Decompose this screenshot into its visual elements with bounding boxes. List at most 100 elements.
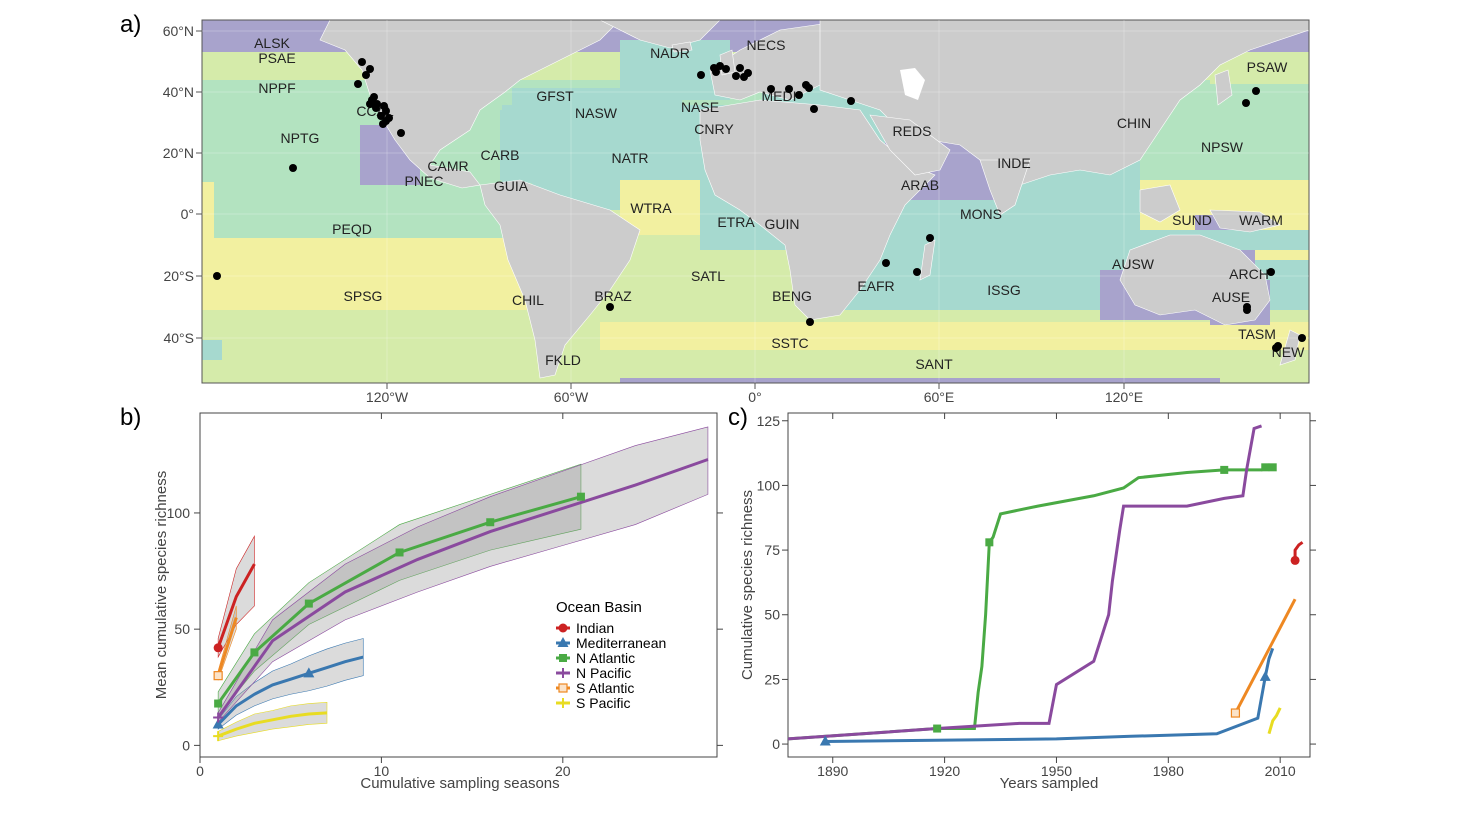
x-tick-label: 10 bbox=[374, 763, 390, 779]
lat-tick-label: 20°S bbox=[163, 268, 194, 284]
ribbon-s-pacific bbox=[217, 702, 328, 742]
lon-tick-label: 0° bbox=[748, 389, 761, 405]
map-graticule bbox=[202, 20, 1309, 383]
panel-b-label: b) bbox=[120, 404, 141, 431]
region-label-peqd: PEQD bbox=[332, 221, 372, 237]
marker-n-atlantic bbox=[486, 518, 495, 527]
sample-site-point bbox=[716, 62, 724, 70]
region-label-nasw: NASW bbox=[575, 105, 618, 121]
region-label-wtra: WTRA bbox=[630, 200, 672, 216]
zone-sstc bbox=[600, 322, 1309, 350]
marker-n-atlantic bbox=[395, 548, 404, 557]
region-label-beng: BENG bbox=[772, 288, 812, 304]
y-tick-label: 100 bbox=[757, 477, 781, 493]
y-tick-label: 75 bbox=[764, 542, 780, 558]
panel-c-series-lines bbox=[787, 424, 1304, 743]
arabia-landmass bbox=[869, 114, 951, 176]
africa-landmass bbox=[699, 99, 936, 321]
x-tick-label: 1980 bbox=[1153, 763, 1184, 779]
panel-c-axis-ticks: 1890 1920 1950 1980 2010 0 25 50 75 100 125 bbox=[757, 413, 1316, 779]
region-label-sund: SUND bbox=[1172, 212, 1212, 228]
south-america-landmass bbox=[479, 179, 641, 379]
marker-n-atlantic bbox=[304, 599, 313, 608]
sample-site-point bbox=[744, 69, 752, 77]
sample-site-point bbox=[382, 107, 390, 115]
legend-entry-label: S Pacific bbox=[576, 695, 630, 711]
region-label-nadr: NADR bbox=[650, 45, 690, 61]
sample-site-point bbox=[736, 64, 744, 72]
line-mediterranean bbox=[217, 655, 364, 726]
panel-b-axis-ticks: 0 10 20 0 50 100 bbox=[167, 413, 723, 779]
australia-landmass bbox=[1119, 234, 1271, 326]
borneo-landmass bbox=[1139, 184, 1181, 223]
region-label-natr: NATR bbox=[611, 150, 648, 166]
sample-site-point bbox=[358, 58, 366, 66]
sample-site-point bbox=[362, 71, 370, 79]
madagascar-landmass bbox=[919, 239, 936, 281]
x-tick-label: 1890 bbox=[817, 763, 848, 779]
x-tick-label: 2010 bbox=[1265, 763, 1296, 779]
lat-tick-label: 40°N bbox=[163, 84, 194, 100]
region-label-mons: MONS bbox=[960, 206, 1002, 222]
legend-swatch-marker bbox=[559, 654, 567, 662]
new-zealand-landmass bbox=[1279, 329, 1301, 366]
region-label-camr: CAMR bbox=[427, 158, 468, 174]
sample-site-point bbox=[377, 112, 385, 120]
x-tick-label: 20 bbox=[555, 763, 571, 779]
panel-b-series-lines bbox=[216, 458, 709, 738]
region-label-reds: REDS bbox=[893, 123, 932, 139]
marker-n-atlantic bbox=[1261, 463, 1270, 472]
region-label-arch: ARCH bbox=[1229, 266, 1269, 282]
sample-site-point bbox=[712, 68, 720, 76]
sample-site-point bbox=[697, 71, 705, 79]
sample-site-point bbox=[913, 268, 921, 276]
y-tick-label: 125 bbox=[757, 413, 781, 429]
sample-site-point bbox=[397, 129, 405, 137]
region-label-chin: CHIN bbox=[1117, 115, 1151, 131]
legend-swatch-marker bbox=[558, 683, 568, 693]
line-s-pacific bbox=[217, 711, 328, 738]
region-label-issg: ISSG bbox=[987, 282, 1020, 298]
lon-tick-label: 120°W bbox=[366, 389, 409, 405]
x-tick-label: 0 bbox=[196, 763, 204, 779]
legend-entry-label: Mediterranean bbox=[576, 635, 666, 651]
sample-site-point bbox=[882, 259, 890, 267]
legend-swatch-marker bbox=[558, 698, 568, 708]
region-label-cnry: CNRY bbox=[694, 121, 734, 137]
sample-site-point bbox=[1242, 99, 1250, 107]
panel-c-chart: 1890 1920 1950 1980 2010 0 25 50 75 100 125 Years … bbox=[739, 412, 1316, 792]
legend-swatch-marker bbox=[558, 668, 568, 678]
region-label-fkld: FKLD bbox=[545, 352, 581, 368]
zone-peqd-edge bbox=[202, 182, 214, 242]
lon-tick-label: 120°E bbox=[1105, 389, 1143, 405]
japan-landmass bbox=[1214, 69, 1233, 106]
line-indian bbox=[216, 563, 256, 649]
sample-site-point bbox=[847, 97, 855, 105]
region-label-guin: GUIN bbox=[765, 216, 800, 232]
region-label-tasm: TASM bbox=[1238, 326, 1276, 342]
marker-n-atlantic bbox=[214, 699, 223, 708]
sample-site-point bbox=[1252, 87, 1260, 95]
panel-c-x-axis-title: Years sampled bbox=[1000, 775, 1099, 792]
sample-site-point bbox=[795, 91, 803, 99]
region-label-nptg: NPTG bbox=[281, 130, 320, 146]
marker-mediterranean bbox=[819, 735, 831, 746]
line-n-atlantic bbox=[787, 465, 1270, 741]
panel-c-y-axis-title: Cumulative species richness bbox=[739, 490, 756, 680]
panel-c-markers bbox=[819, 463, 1300, 746]
legend-title: Ocean Basin bbox=[556, 599, 642, 616]
y-tick-label: 100 bbox=[167, 505, 191, 521]
y-tick-label: 0 bbox=[182, 737, 190, 753]
marker-mediterranean bbox=[1259, 670, 1271, 681]
marker-s-atlantic bbox=[1230, 708, 1241, 718]
panel-c-frame bbox=[787, 412, 1311, 758]
y-tick-label: 25 bbox=[764, 671, 780, 687]
panel-b-x-axis-title: Cumulative sampling seasons bbox=[360, 775, 559, 792]
lat-tick-label: 0° bbox=[181, 206, 194, 222]
north-america-landmass bbox=[319, 20, 621, 189]
sample-site-point bbox=[289, 164, 297, 172]
marker-n-atlantic bbox=[1220, 465, 1229, 474]
line-n-pacific bbox=[216, 458, 709, 719]
